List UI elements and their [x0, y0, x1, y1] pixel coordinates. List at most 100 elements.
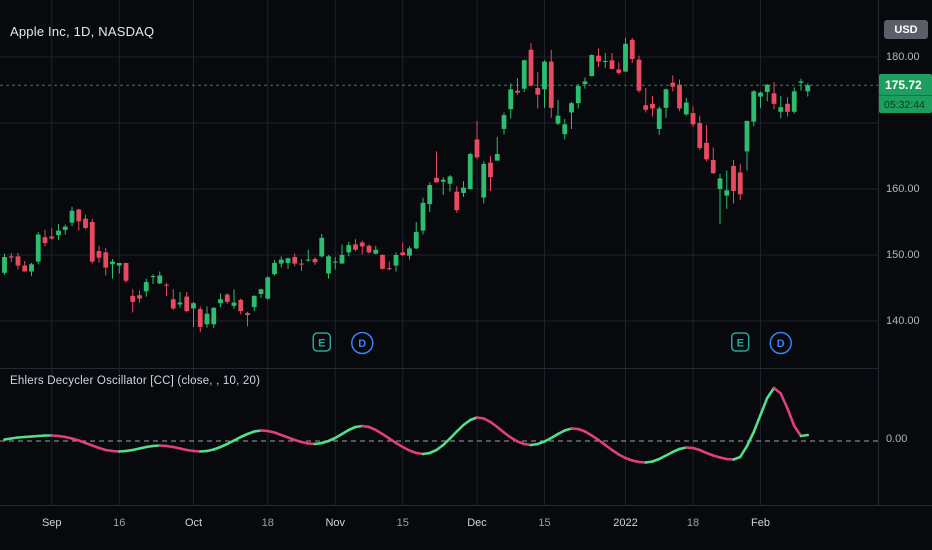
candle-body [677, 84, 682, 109]
oscillator-segment [772, 386, 783, 395]
candle-body [157, 275, 163, 284]
currency-badge[interactable]: USD [884, 20, 928, 39]
candle-body [758, 92, 763, 97]
candle-body [474, 139, 480, 158]
oscillator-segment [786, 407, 796, 428]
oscillator-zero-label: 0.00 [886, 433, 908, 445]
time-axis-label: Sep [41, 517, 62, 529]
candle-body [56, 230, 61, 236]
candle-body [8, 256, 14, 258]
candle-body [434, 177, 439, 183]
candle-body [697, 123, 703, 149]
candle-body [616, 69, 622, 73]
time-axis-label: Feb [751, 517, 770, 529]
candle-body [737, 172, 743, 195]
oscillator-segment [455, 423, 465, 433]
candle-body [251, 295, 257, 308]
oscillator-segment [441, 437, 452, 447]
time-axis-label: 2022 [613, 517, 638, 529]
candle-body [555, 115, 561, 124]
oscillator-segment [448, 430, 459, 440]
oscillator-segment [765, 386, 776, 400]
candle-body [710, 159, 716, 174]
oscillator-segment [509, 436, 519, 443]
price-pane[interactable]: E D E D Apple Inc, 1D, NASDAQ [0, 0, 878, 368]
candle-body [663, 89, 669, 108]
candle-body [231, 302, 237, 306]
candle-body [683, 102, 689, 115]
candle-body [805, 85, 811, 92]
oscillator-pane[interactable]: Ehlers Decycler Oscillator [CC] (close, … [0, 368, 878, 506]
candle-body [488, 162, 493, 178]
candle-body [508, 89, 514, 110]
candle-body [150, 276, 156, 278]
candle-body [751, 91, 757, 122]
candle-body [197, 309, 203, 327]
oscillator-segment [549, 432, 560, 440]
candle-body [96, 251, 102, 258]
candle-body [319, 237, 325, 257]
earnings-marker[interactable] [312, 332, 331, 352]
oscillator-segment [590, 434, 600, 442]
candle-body [69, 210, 75, 223]
last-price-value: 175.72 [879, 74, 932, 96]
candle-body [130, 295, 136, 302]
time-axis-label: 18 [686, 517, 700, 529]
price-axis-label: 180.00 [886, 51, 920, 63]
oscillator-segment [603, 443, 614, 452]
candle-body [582, 81, 588, 85]
candle-body [15, 256, 21, 266]
indicator-legend[interactable]: Ehlers Decycler Oscillator [CC] (close, … [10, 375, 261, 387]
candle-body [548, 61, 554, 108]
candle-body [83, 218, 88, 228]
oscillator-segment [738, 444, 749, 459]
candle-body [218, 299, 223, 304]
oscillator-segment [333, 432, 344, 440]
candle-body [177, 302, 183, 305]
candle-body [501, 115, 507, 129]
candle-body [103, 252, 109, 268]
oscillator-segment [489, 420, 499, 429]
candle-body [400, 252, 406, 255]
candle-body [211, 307, 217, 325]
candle-body [143, 282, 149, 292]
candle-body [238, 299, 244, 312]
dividend-marker[interactable] [769, 331, 792, 355]
candle-body [49, 236, 55, 239]
time-axis[interactable]: Sep 16 Oct 18 Nov 15 Dec 15 2022 18 Feb [0, 505, 932, 550]
candle-body [636, 59, 642, 91]
candle-body [380, 255, 385, 269]
oscillator-segment [583, 430, 594, 437]
time-axis-label: Nov [325, 517, 346, 529]
candle-body [29, 264, 34, 272]
oscillator-segment [610, 448, 621, 456]
candle-body [562, 124, 568, 135]
candle-body [353, 244, 358, 250]
earnings-marker[interactable] [731, 332, 750, 352]
symbol-legend[interactable]: Apple Inc, 1D, NASDAQ [10, 24, 155, 39]
bar-countdown: 05:32:44 [879, 95, 932, 114]
time-axis-label: Oct [184, 517, 203, 529]
last-price-badge: 175.72 05:32:44 [879, 74, 932, 114]
dividend-marker[interactable] [351, 331, 374, 355]
price-axis-label: 140.00 [886, 315, 920, 327]
candle-body [427, 185, 433, 205]
dividend-marker-label: D [777, 338, 785, 350]
candle-body [89, 222, 95, 262]
candle-body [305, 259, 311, 261]
time-axis-label: 15 [538, 517, 551, 529]
candle-body [440, 179, 446, 182]
candle-body [386, 268, 392, 270]
candle-body [137, 295, 142, 299]
time-axis-label: Dec [467, 517, 487, 529]
time-axis-label: 15 [396, 517, 409, 529]
oscillator-chart[interactable] [0, 369, 878, 505]
candle-body [170, 299, 176, 309]
candle-body [184, 296, 190, 312]
candle-body [609, 60, 615, 69]
price-axis[interactable]: USD 175.72 05:32:44 0.00 180.00 160.00 150… [878, 0, 932, 505]
candle-body [704, 142, 709, 160]
oscillator-segment [759, 396, 769, 417]
candle-body [22, 265, 28, 272]
